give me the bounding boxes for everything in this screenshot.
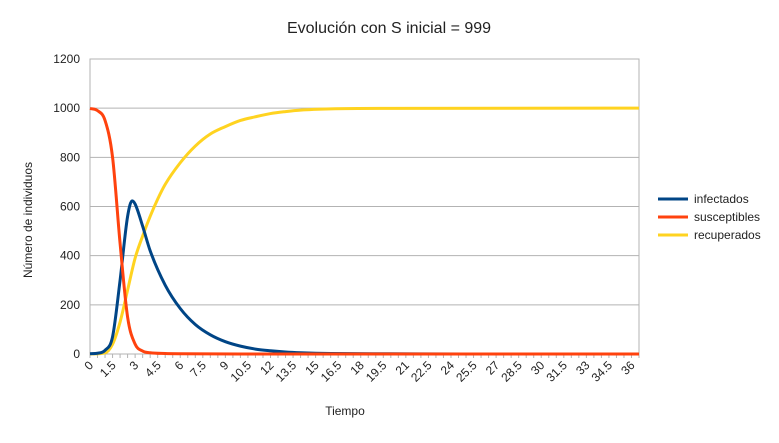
x-tick-label: 31.5 — [543, 358, 570, 385]
x-tick-label: 16.5 — [318, 358, 345, 385]
legend-label: infectados — [694, 192, 749, 206]
y-tick-label: 800 — [60, 150, 80, 164]
legend: infectados susceptibles recuperados — [658, 192, 761, 242]
series-lines — [89, 106, 640, 356]
y-tick-labels: 0 200 400 600 800 1000 1200 — [53, 52, 80, 361]
grid-lines — [90, 58, 639, 355]
x-axis-title: Tiempo — [325, 404, 365, 418]
series-line-susceptibles — [89, 106, 639, 356]
y-axis-title: Número de individuos — [21, 162, 35, 278]
x-tick-label: 36 — [618, 358, 638, 378]
x-tick-label: 19.5 — [363, 358, 390, 385]
x-tick-label: 10.5 — [228, 358, 255, 385]
chart-title: Evolución con S inicial = 999 — [287, 20, 491, 37]
x-tick-label: 6 — [172, 358, 187, 373]
series-line-recuperados — [89, 106, 640, 356]
y-tick-label: 400 — [60, 249, 80, 263]
y-tick-label: 1000 — [53, 101, 80, 115]
x-tick-label: 4.5 — [142, 358, 164, 380]
legend-label: susceptibles — [694, 210, 760, 224]
x-tick-label: 1.5 — [97, 358, 119, 380]
y-tick-label: 1200 — [53, 52, 80, 66]
y-tick-label: 0 — [73, 347, 80, 361]
x-tick-label: 0 — [81, 358, 96, 373]
x-tick-label: 25.5 — [453, 358, 480, 385]
x-tick-label: 3 — [127, 358, 142, 373]
x-tick-label: 22.5 — [408, 358, 435, 385]
x-tick-label: 28.5 — [498, 358, 525, 385]
y-tick-label: 600 — [60, 200, 80, 214]
x-tick-label: 7.5 — [187, 358, 209, 380]
legend-label: recuperados — [694, 228, 761, 242]
series-line-infectados — [89, 199, 639, 356]
y-tick-label: 200 — [60, 298, 80, 312]
x-tick-label: 13.5 — [273, 358, 300, 385]
x-tick-label: 9 — [217, 358, 232, 373]
x-tick-label: 34.5 — [589, 358, 616, 385]
